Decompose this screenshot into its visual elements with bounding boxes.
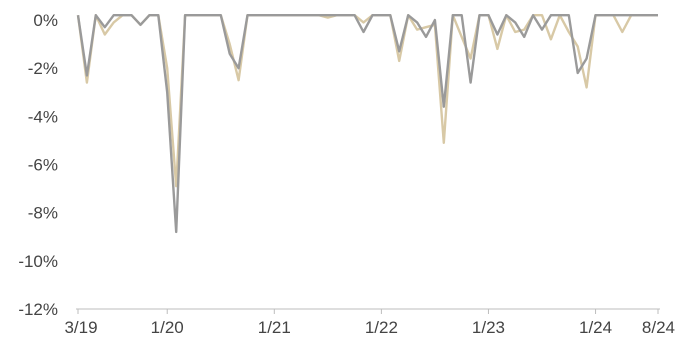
y-tick-label: -12% xyxy=(18,300,58,319)
series-layer xyxy=(76,13,658,234)
x-tick-label: 1/24 xyxy=(579,318,612,336)
x-axis: 3/19 1/20 1/21 1/22 1/23 1/24 8/24 xyxy=(64,308,675,337)
y-tick-label: -10% xyxy=(18,252,58,271)
x-tick-label: 3/19 xyxy=(64,318,97,336)
y-tick-label: 0% xyxy=(33,11,58,30)
y-axis: 0% -2% -4% -6% -8% -10% -12% xyxy=(18,11,58,319)
series-line-2 xyxy=(76,13,658,234)
x-tick-label: 1/23 xyxy=(472,318,505,336)
series-line-1 xyxy=(76,13,658,188)
y-tick-label: -4% xyxy=(28,107,58,126)
y-tick-label: -6% xyxy=(28,156,58,175)
y-tick-label: -8% xyxy=(28,204,58,223)
x-tick-label: 1/21 xyxy=(258,318,291,336)
x-tick-label: 1/22 xyxy=(365,318,398,336)
y-tick-label: -2% xyxy=(28,59,58,78)
x-tick-label: 1/20 xyxy=(151,318,184,336)
x-tick-label: 8/24 xyxy=(642,318,675,336)
